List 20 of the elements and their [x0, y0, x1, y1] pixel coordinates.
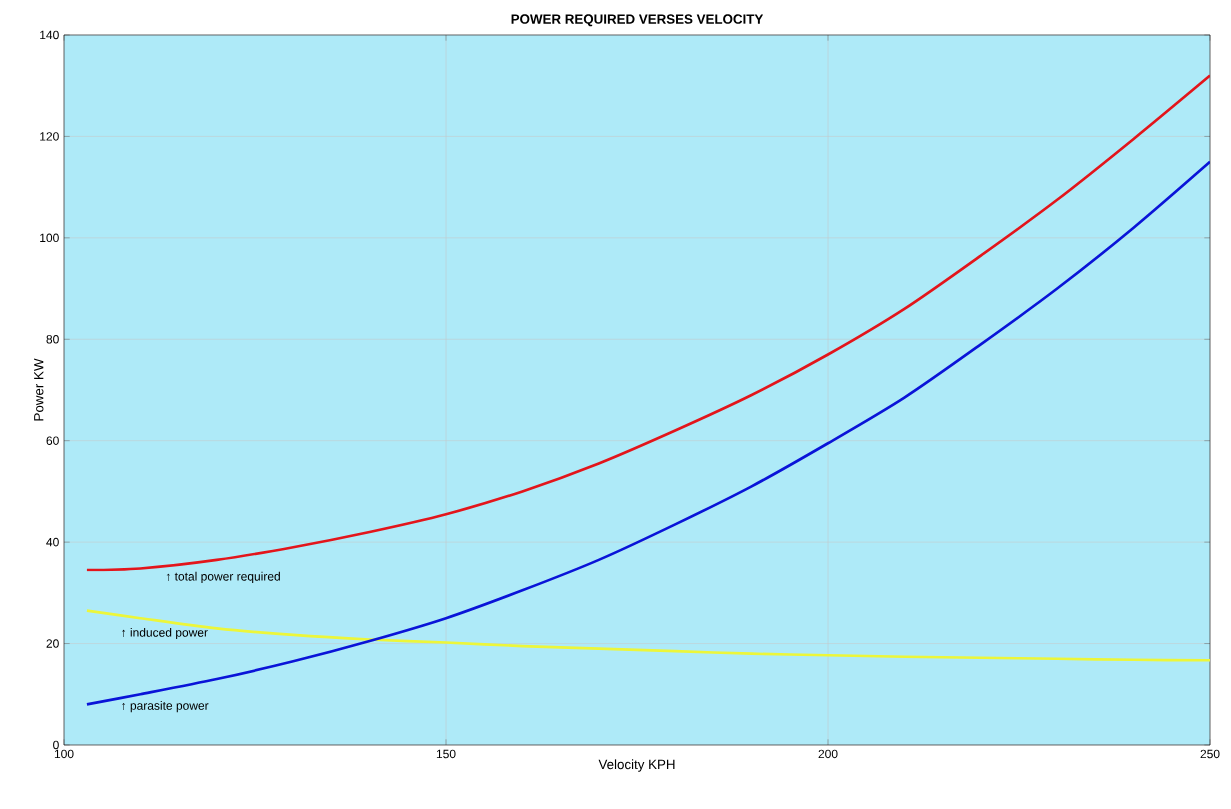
y-tick-label: 20: [46, 639, 59, 648]
x-tick-label: 150: [436, 749, 456, 759]
annotation: ↑ induced power: [122, 627, 208, 640]
x-tick-label: 100: [54, 749, 74, 759]
annotation: ↑ total power required: [166, 571, 280, 584]
annotation: ↑ parasite power: [122, 701, 209, 713]
line-series: [85, 74, 1211, 572]
y-tick-label: 40: [46, 537, 59, 547]
x-axis-title: Velocity KPH: [598, 759, 675, 772]
x-tick-label: 200: [818, 749, 838, 759]
y-tick-label: 0: [53, 740, 59, 750]
y-tick-label: 140: [40, 30, 59, 40]
y-tick-label: 120: [40, 132, 59, 141]
y-tick-label: 100: [40, 233, 59, 243]
y-axis-title: Power KW: [34, 358, 44, 421]
chart-title: POWER REQUIRED VERSES VELOCITY: [511, 14, 764, 27]
line-series: [85, 609, 1211, 662]
y-tick-label: 80: [46, 335, 59, 344]
x-tick-label: 250: [1200, 749, 1220, 759]
y-tick-label: 60: [46, 436, 59, 445]
